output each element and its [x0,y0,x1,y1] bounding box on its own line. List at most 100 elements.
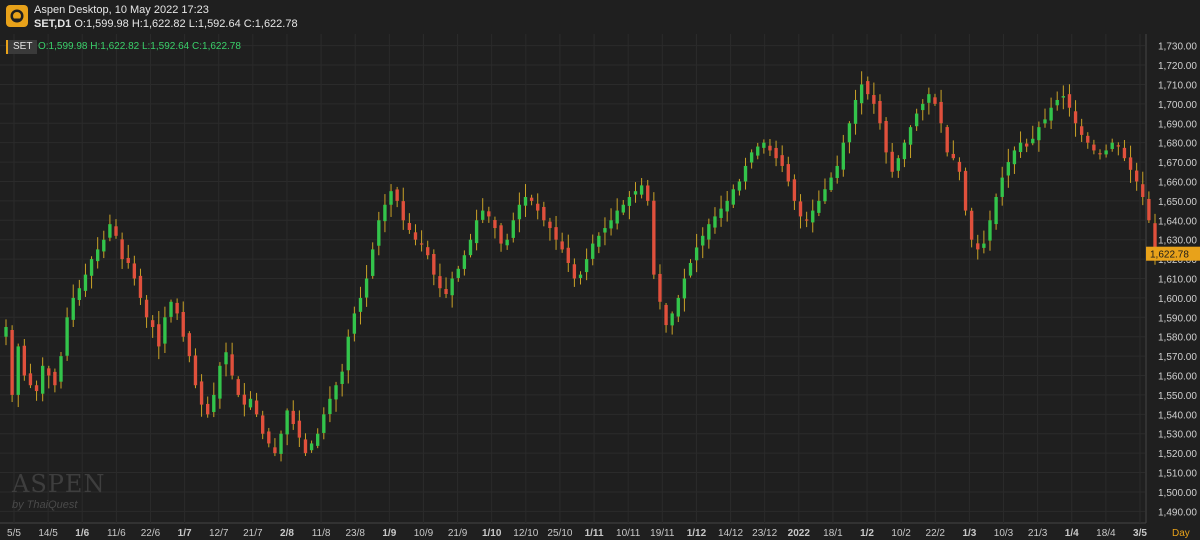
candle-body [151,320,155,328]
candle-body [517,204,522,220]
candle-body [59,356,63,382]
candle-body [688,262,693,276]
candle-body [615,210,619,224]
candle-body [921,103,925,111]
candle-body [83,274,88,291]
y-tick-label: 1,730.00 [1158,42,1197,53]
candle-body [407,222,412,230]
x-tick-label: 22/6 [141,528,161,539]
x-tick-label: 1/2 [860,528,874,539]
y-tick-label: 1,590.00 [1158,313,1197,324]
x-tick-label: 25/10 [547,528,572,539]
candle-body [969,210,974,240]
candle-body [707,224,711,240]
candle-body [621,204,625,213]
candle-body [988,220,992,241]
candle-body [65,317,69,356]
candle-body [719,208,723,218]
candle-body [285,410,289,435]
candlestick-chart[interactable]: 1,730.00 1,720.00 1,710.00 1,700.00 1,690.00… [0,34,1200,540]
last-price-tag [1146,246,1200,261]
candle-body [279,433,283,454]
candle-body [163,317,167,344]
candle-body [670,313,674,326]
candle-body [982,243,986,248]
y-tick-label: 1,490.00 [1158,507,1197,518]
x-tick-label: 23/12 [752,528,777,539]
candle-body [377,220,381,246]
candle-body [817,200,821,213]
y-tick-label: 1,520.00 [1158,449,1197,460]
y-tick-label: 1,690.00 [1158,119,1197,130]
candle-body [798,201,803,217]
candle-body [438,276,442,289]
y-tick-label: 1,540.00 [1158,410,1197,421]
y-tick-label: 1,560.00 [1158,372,1197,383]
candle-body [1153,223,1157,256]
candle-body [175,302,179,314]
symbol-timeframe: SET,D1 [34,18,72,30]
candle-body [1012,150,1017,165]
candle-body [267,431,271,444]
y-tick-label: 1,630.00 [1158,236,1197,247]
candle-body [193,355,198,386]
candle-body [444,289,448,295]
candle-body [762,142,766,148]
price-chart-area[interactable]: 1,730.00 1,720.00 1,710.00 1,700.00 1,690.00… [0,34,1200,540]
x-tick-label: 10/11 [616,528,641,539]
candle-body [16,346,20,395]
candle-body [1141,184,1145,197]
candle-body [664,304,668,326]
x-tick-label: 23/8 [345,528,365,539]
y-tick-label: 1,700.00 [1158,100,1197,111]
candle-body [884,121,888,153]
y-tick-label: 1,610.00 [1158,275,1197,286]
candle-body [456,268,460,278]
candle-body [737,181,742,191]
candle-body [346,336,350,371]
candle-body [481,210,485,220]
candle-body [786,164,790,182]
candle-body [334,385,338,400]
chart-background [0,34,1200,540]
candle-body [847,123,852,143]
candle-body [829,177,833,191]
candle-body [4,327,8,337]
candle-body [853,99,858,124]
candle-body [811,210,815,223]
candle-body [682,278,687,299]
x-tick-label: 1/6 [75,528,89,539]
candle-body [749,152,754,163]
candle-body [181,311,185,337]
candle-body [144,299,149,318]
candle-body [902,142,907,160]
candle-body [542,206,546,221]
symbol-badge[interactable]: SET [6,40,38,54]
x-tick-label: 2022 [788,528,811,539]
candle-body [95,249,100,262]
candle-body [976,243,980,250]
candle-body [1055,99,1059,106]
x-tick-label: 19/11 [650,528,675,539]
candle-body [157,324,161,347]
candle-body [511,220,515,238]
candle-body [450,278,454,296]
candle-body [1049,107,1053,121]
candle-body [40,365,45,394]
x-tick-label: 18/4 [1096,528,1116,539]
y-tick-label: 1,530.00 [1158,430,1197,441]
x-tick-label: 1/11 [585,528,604,539]
candle-body [199,381,204,405]
candle-body [1098,153,1102,155]
x-tick-label: 21/9 [448,528,468,539]
x-tick-label: 18/1 [823,528,843,539]
candle-body [432,253,436,275]
candle-body [53,371,57,386]
candle-body [866,81,870,95]
candle-body [768,145,772,151]
x-tick-label: 10/3 [994,528,1014,539]
y-tick-label: 1,720.00 [1158,61,1197,72]
candle-body [1067,94,1072,108]
candle-body [725,200,729,212]
candle-body [401,201,405,221]
